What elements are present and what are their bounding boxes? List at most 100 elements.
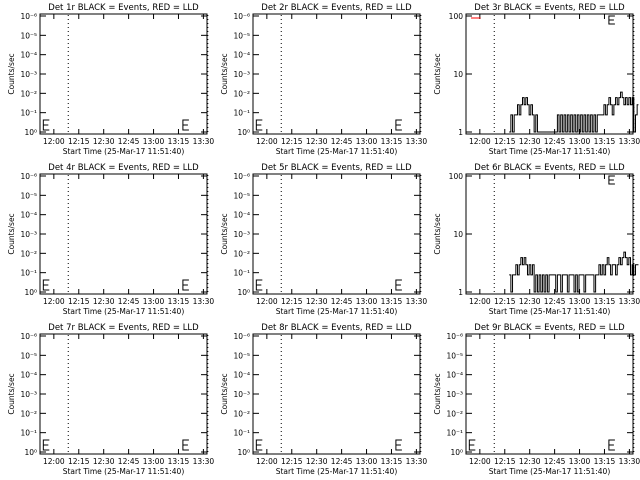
data-marker <box>182 439 189 451</box>
data-marker <box>255 119 263 131</box>
y-axis-label: Counts/sec <box>220 53 229 94</box>
y-tick-label: 10⁻² <box>233 409 250 418</box>
x-tick-label: 12:00 <box>43 137 65 146</box>
x-tick-label: 13:30 <box>193 457 215 466</box>
panel-title: Det 6r BLACK = Events, RED = LLD <box>474 163 625 173</box>
y-tick-label: 10⁻³ <box>446 390 463 399</box>
data-marker <box>395 279 402 291</box>
y-tick-label: 10⁻³ <box>20 230 37 239</box>
x-tick-label: 13:15 <box>168 297 190 306</box>
y-tick-label: 10⁻³ <box>233 230 250 239</box>
x-tick-label: 12:45 <box>331 297 353 306</box>
x-tick-label: 12:45 <box>118 457 140 466</box>
y-tick-label: 10⁻¹ <box>446 429 463 438</box>
panel-title: Det 5r BLACK = Events, RED = LLD <box>261 163 412 173</box>
y-tick-label: 10⁻⁵ <box>233 31 250 40</box>
x-tick-label: 13:15 <box>168 457 190 466</box>
x-tick-label: 12:00 <box>469 137 491 146</box>
panel-title: Det 4r BLACK = Events, RED = LLD <box>48 163 199 173</box>
y-tick-label: 10⁻² <box>20 89 37 98</box>
series-line-events <box>509 251 639 293</box>
x-tick-label: 12:00 <box>256 297 278 306</box>
x-tick-label: 13:00 <box>143 137 165 146</box>
x-axis-label: Start Time (25-Mar-17 11:51:40) <box>489 307 611 316</box>
plot-frame <box>252 333 421 455</box>
panel-title: Det 2r BLACK = Events, RED = LLD <box>261 3 412 13</box>
y-tick-label: 10⁻⁴ <box>233 371 250 380</box>
y-tick-label: 10⁻² <box>233 89 250 98</box>
y-axis-label: Counts/sec <box>220 213 229 254</box>
data-marker <box>42 119 50 131</box>
x-tick-label: 13:00 <box>356 137 378 146</box>
x-tick-label: 12:30 <box>306 137 328 146</box>
data-marker <box>608 15 615 25</box>
y-axis-label: Counts/sec <box>7 373 16 414</box>
y-axis-label: Counts/sec <box>220 373 229 414</box>
x-tick-label: 13:15 <box>168 137 190 146</box>
x-tick-label: 13:30 <box>406 297 428 306</box>
x-tick-label: 12:15 <box>494 137 516 146</box>
y-axis-label: Counts/sec <box>433 53 442 94</box>
y-tick-label: 10⁻² <box>446 409 463 418</box>
x-axis-label: Start Time (25-Mar-17 11:51:40) <box>63 147 185 156</box>
y-tick-label: 10⁰ <box>237 448 250 457</box>
y-tick-label: 10⁻⁶ <box>446 332 463 341</box>
y-tick-label: 10⁰ <box>450 448 463 457</box>
x-tick-label: 12:45 <box>118 137 140 146</box>
plot-frame <box>39 173 208 295</box>
y-tick-label: 10⁻⁴ <box>233 211 250 220</box>
y-axis-label: Counts/sec <box>7 53 16 94</box>
x-tick-label: 12:30 <box>519 457 541 466</box>
y-tick-label: 10⁻⁵ <box>233 191 250 200</box>
panel-title: Det 1r BLACK = Events, RED = LLD <box>48 3 199 13</box>
panel-title: Det 7r BLACK = Events, RED = LLD <box>48 323 199 333</box>
y-tick-label: 10⁻² <box>20 409 37 418</box>
x-tick-label: 12:30 <box>93 457 115 466</box>
y-tick-label: 10⁰ <box>24 128 37 137</box>
y-tick-label: 10⁰ <box>237 128 250 137</box>
y-tick-label: 10⁻⁵ <box>20 191 37 200</box>
x-tick-label: 12:15 <box>68 137 90 146</box>
x-tick-label: 13:15 <box>594 137 616 146</box>
y-tick-label: 10⁻¹ <box>20 109 37 118</box>
x-tick-label: 12:45 <box>331 457 353 466</box>
y-tick-label: 10⁻⁶ <box>233 172 250 181</box>
y-tick-label: 10⁻³ <box>20 70 37 79</box>
panel-title: Det 9r BLACK = Events, RED = LLD <box>474 323 625 333</box>
y-tick-label: 10 <box>453 230 463 239</box>
plot-frame <box>465 13 634 135</box>
y-tick-label: 10⁻³ <box>20 390 37 399</box>
x-tick-label: 12:15 <box>281 297 303 306</box>
x-tick-label: 13:00 <box>143 297 165 306</box>
y-tick-label: 1 <box>458 128 463 137</box>
y-tick-label: 10 <box>453 70 463 79</box>
x-tick-label: 12:00 <box>43 457 65 466</box>
plot-frame <box>39 333 208 455</box>
y-axis-label: Counts/sec <box>433 213 442 254</box>
x-tick-label: 13:30 <box>193 297 215 306</box>
x-tick-label: 13:00 <box>143 457 165 466</box>
y-tick-label: 10⁻⁴ <box>446 371 463 380</box>
x-tick-label: 12:30 <box>306 457 328 466</box>
x-tick-label: 12:15 <box>281 137 303 146</box>
y-tick-label: 10⁰ <box>237 288 250 297</box>
x-axis-label: Start Time (25-Mar-17 11:51:40) <box>489 147 611 156</box>
plot-frame <box>465 333 634 455</box>
data-marker <box>395 439 402 451</box>
y-tick-label: 10⁻⁴ <box>20 211 37 220</box>
x-tick-label: 13:15 <box>594 457 616 466</box>
y-tick-label: 10⁻⁵ <box>446 351 463 360</box>
data-marker <box>42 279 50 291</box>
x-tick-label: 12:15 <box>68 457 90 466</box>
x-tick-label: 13:00 <box>356 297 378 306</box>
x-axis-label: Start Time (25-Mar-17 11:51:40) <box>276 467 398 476</box>
data-marker <box>255 439 263 451</box>
data-marker <box>182 119 189 131</box>
y-tick-label: 10⁻¹ <box>20 429 37 438</box>
